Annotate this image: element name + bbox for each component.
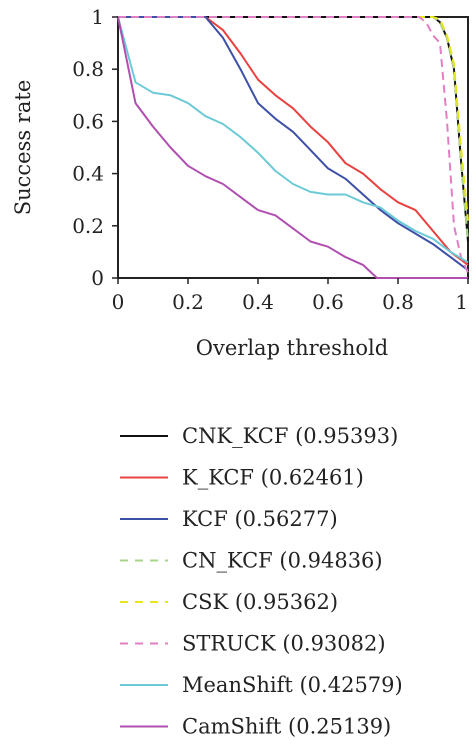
y-axis-label: Success rate [11,80,35,216]
series-line-6 [117,16,469,264]
y-axis-ticks: 0 0.2 0.4 0.6 0.8 1 [72,5,118,290]
legend-label: CSK (0.95362) [182,590,338,614]
legend-item: CN_KCF (0.94836) [120,549,383,573]
x-tick-label: 0.4 [242,290,274,314]
x-tick-label: 1 [455,290,468,314]
y-tick-label: 0.4 [72,162,104,186]
y-tick-label: 0.6 [72,109,104,133]
series-line-3 [118,16,469,242]
x-tick-label: 0.8 [382,290,414,314]
x-tick-label: 0 [112,290,125,314]
legend-item: K_KCF (0.62461) [120,466,364,490]
legend-item: STRUCK (0.93082) [120,632,386,656]
y-tick-label: 0 [91,266,104,290]
x-axis-ticks: 0 0.2 0.4 0.6 0.8 1 [112,278,469,314]
y-tick-label: 0.2 [72,214,104,238]
legend-item: MeanShift (0.42579) [120,673,403,697]
series-line-7 [117,16,468,279]
y-tick-label: 1 [91,5,104,29]
legend-item: CamShift (0.25139) [120,715,391,739]
legend-item: CSK (0.95362) [120,590,338,614]
series-line-2 [118,16,469,272]
legend-label: MeanShift (0.42579) [182,673,403,697]
legend-label: CamShift (0.25139) [182,715,391,739]
legend-label: KCF (0.56277) [182,507,338,531]
series-line-5 [118,16,469,274]
legend-label: CN_KCF (0.94836) [182,549,383,573]
series-line-1 [118,16,469,266]
y-tick-label: 0.8 [72,57,104,81]
series-line-0 [118,16,469,242]
x-axis-label: Overlap threshold [196,336,388,360]
series-line-4 [118,16,469,221]
legend-item: CNK_KCF (0.95393) [120,424,398,448]
legend-label: CNK_KCF (0.95393) [182,424,398,448]
legend-item: KCF (0.56277) [120,507,338,531]
x-tick-label: 0.6 [312,290,344,314]
legend-label: STRUCK (0.93082) [182,632,386,656]
series-layer [117,16,469,279]
x-tick-label: 0.2 [172,290,204,314]
plot-area [117,16,469,279]
legend: CNK_KCF (0.95393) K_KCF (0.62461) KCF (0.5… [120,424,403,739]
legend-label: K_KCF (0.62461) [182,466,364,490]
